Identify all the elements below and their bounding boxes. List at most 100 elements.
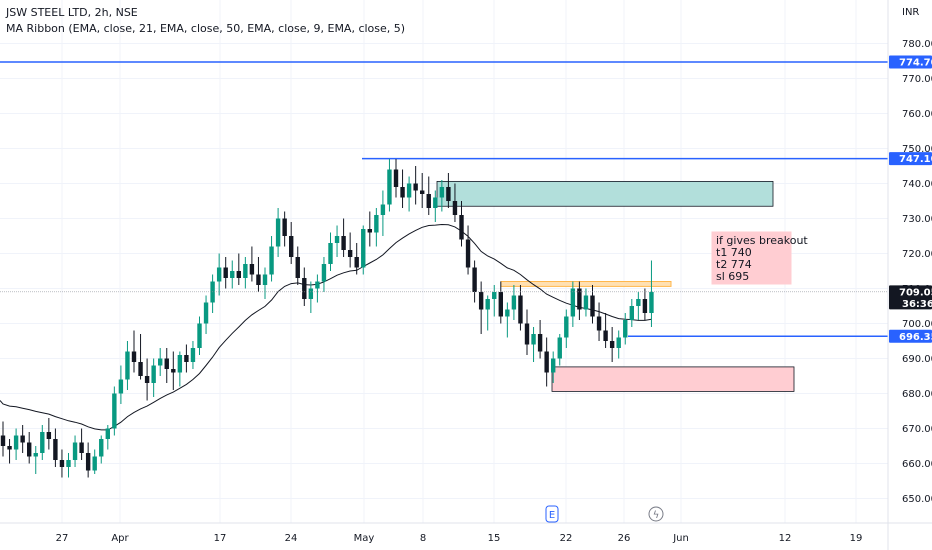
- candle-body: [439, 187, 445, 198]
- candle: [269, 236, 274, 282]
- price-tag-label: 747.10: [899, 154, 932, 165]
- candle-body: [269, 246, 274, 275]
- candle: [158, 348, 163, 376]
- candle-body: [66, 460, 71, 467]
- candle: [190, 341, 196, 369]
- candle: [92, 449, 97, 474]
- candle: [649, 260, 654, 327]
- candle-body: [236, 271, 241, 278]
- note-box[interactable]: if gives breakout t1 740 t2 774 sl 695: [711, 231, 808, 285]
- time-axis-ticks: 27 Apr 17 24 May 8 15 22 26 Jun 12 19: [56, 533, 863, 544]
- candle-body: [33, 453, 38, 457]
- candle-body: [400, 187, 405, 198]
- price-tick-label: 680.00: [902, 389, 932, 400]
- candle: [400, 169, 405, 208]
- candle-body: [230, 271, 235, 278]
- candle: [452, 183, 458, 222]
- candle-body: [478, 292, 484, 310]
- candle: [308, 281, 314, 313]
- candle: [439, 180, 445, 212]
- candle: [603, 313, 608, 348]
- candle: [289, 222, 294, 264]
- price-tag: 747.10: [889, 152, 932, 166]
- note-line-4: sl 695: [716, 270, 749, 283]
- candle: [125, 341, 130, 390]
- time-tick-label: Apr: [111, 533, 129, 544]
- candle-body: [492, 292, 497, 299]
- candle: [334, 225, 340, 257]
- candle: [472, 260, 477, 303]
- price-tag-label: 709.05: [899, 287, 932, 298]
- currency-label: INR: [902, 7, 919, 18]
- earnings-icon: E: [545, 505, 559, 523]
- candle-body: [511, 295, 517, 310]
- price-tick-label: 760.00: [902, 109, 932, 120]
- candle: [498, 281, 503, 324]
- candle: [374, 208, 379, 247]
- stop-zone: [551, 366, 795, 392]
- candle: [20, 425, 25, 453]
- candle: [236, 253, 241, 285]
- candle-body: [420, 190, 425, 194]
- candle: [347, 232, 353, 268]
- candle: [328, 232, 333, 271]
- candle: [216, 253, 222, 296]
- candle-body: [249, 264, 255, 275]
- candle: [223, 257, 228, 289]
- candle: [171, 351, 176, 390]
- candle: [118, 365, 124, 404]
- candle: [184, 344, 189, 373]
- price-tick-label: 780.00: [902, 39, 932, 50]
- candle: [380, 190, 386, 236]
- candle: [72, 435, 78, 467]
- candle-body: [393, 169, 399, 187]
- candle: [636, 292, 641, 320]
- horizontal-levels[interactable]: [0, 61, 888, 338]
- candle: [505, 302, 510, 338]
- candle-body: [295, 257, 300, 278]
- candle: [413, 166, 418, 205]
- candlesticks: [0, 159, 654, 478]
- candle: [164, 348, 169, 383]
- candle-body: [609, 341, 615, 348]
- candle-body: [636, 299, 641, 306]
- candle: [131, 330, 137, 373]
- candle: [465, 225, 471, 275]
- candle: [367, 211, 372, 247]
- candle-body: [197, 323, 202, 348]
- candle-body: [367, 229, 372, 233]
- candle: [210, 274, 215, 313]
- candle: [361, 225, 366, 275]
- candle-body: [59, 460, 65, 467]
- candle-body: [485, 299, 490, 310]
- candle: [59, 449, 65, 478]
- candle-body: [406, 183, 412, 198]
- candle-body: [505, 309, 510, 317]
- candle: [570, 281, 576, 327]
- candle-body: [53, 439, 58, 460]
- candle: [46, 418, 52, 450]
- candle-body: [216, 267, 222, 282]
- candle: [531, 327, 536, 362]
- candle: [557, 334, 562, 366]
- symbol-title[interactable]: JSW STEEL LTD, 2h, NSE: [6, 6, 138, 19]
- note-line-3: t2 774: [716, 258, 752, 271]
- price-tick-label: 660.00: [902, 459, 932, 470]
- indicator-legend[interactable]: MA Ribbon (EMA, close, 21, EMA, close, 5…: [6, 22, 406, 35]
- candle-body: [531, 334, 536, 345]
- candle: [321, 257, 327, 292]
- price-tag: 774.70: [889, 55, 932, 69]
- candle-body: [151, 365, 156, 383]
- candle-body: [616, 337, 621, 348]
- candle: [596, 302, 602, 341]
- candle-body: [302, 278, 307, 299]
- time-tick-label: 19: [850, 533, 863, 544]
- candle: [79, 428, 84, 460]
- time-tick-label: May: [354, 533, 375, 544]
- candle-body: [557, 337, 562, 359]
- candle-body: [190, 348, 196, 362]
- candle-body: [583, 295, 589, 310]
- candle: [85, 442, 91, 478]
